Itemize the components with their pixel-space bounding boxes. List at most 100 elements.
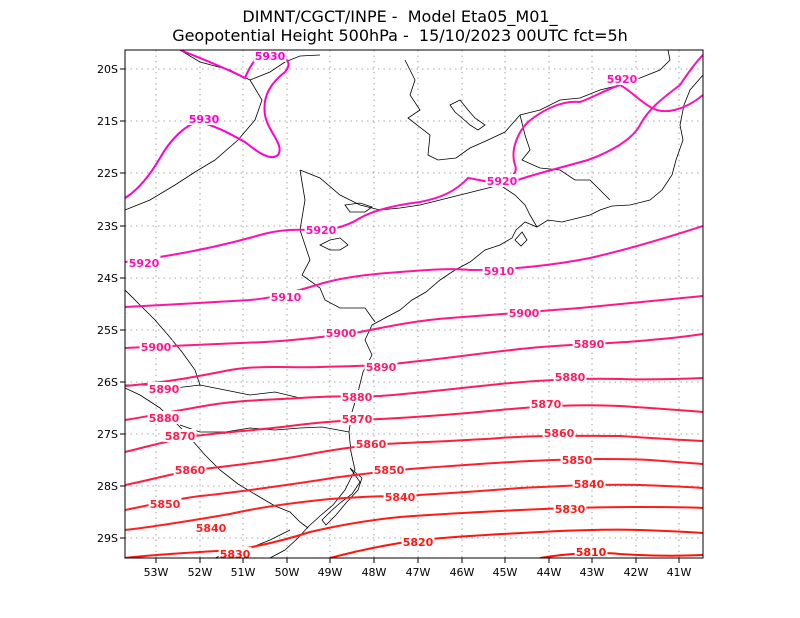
contour-label-bg <box>253 49 287 62</box>
contour-label-5830: 5830 <box>220 548 251 561</box>
contour-line-5890-0 <box>125 333 703 387</box>
axis-ticks <box>120 68 680 563</box>
contour-label-bg <box>354 437 388 450</box>
atlantic-coastline <box>269 74 703 558</box>
lon-label: 42W <box>624 566 649 579</box>
contour-label-5930: 5930 <box>189 113 220 126</box>
lon-label: 52W <box>188 566 213 579</box>
state-border-mg-go <box>179 50 321 81</box>
lat-label: 27S <box>97 428 118 441</box>
contour-label-bg <box>529 397 563 410</box>
lat-label: 29S <box>97 532 118 545</box>
lat-label: 21S <box>97 115 118 128</box>
map-title-line1: DIMNT/CGCT/INPE - Model Eta05_M01_ <box>242 7 558 26</box>
lon-label: 47W <box>406 566 431 579</box>
contour-label-5870: 5870 <box>165 430 196 443</box>
lat-label: 25S <box>97 324 118 337</box>
coastline-and-borders <box>125 50 703 558</box>
border-argentina-brazil <box>125 387 309 529</box>
contour-label-5870: 5870 <box>342 413 373 426</box>
contour-label-5840: 5840 <box>385 491 416 504</box>
guanabara-bay <box>514 231 528 247</box>
contour-label-5880: 5880 <box>149 412 180 425</box>
map-title-line2: Geopotential Height 500hPa - 15/10/2023 … <box>172 26 628 45</box>
contour-line-5850-0 <box>125 457 703 511</box>
map-frame-bg <box>125 50 703 558</box>
contour-label-5880: 5880 <box>555 371 586 384</box>
graticule <box>125 50 703 558</box>
lon-label: 45W <box>493 566 518 579</box>
reservoir-sp <box>344 202 373 213</box>
contour-label-bg <box>372 463 406 476</box>
lon-label: 48W <box>362 566 387 579</box>
contour-label-bg <box>147 382 181 395</box>
contour-label-bg <box>340 390 374 403</box>
lon-label: 51W <box>231 566 256 579</box>
contour-label-5820: 5820 <box>403 536 434 549</box>
contour-label-5840: 5840 <box>574 478 605 491</box>
state-border-mg-es <box>519 114 611 201</box>
lon-label: 50W <box>275 566 300 579</box>
contour-label-bg <box>340 412 374 425</box>
contour-label-bg <box>482 264 516 277</box>
lon-label: 53W <box>144 566 169 579</box>
border-paraguay <box>125 289 201 386</box>
contour-line-5910-0 <box>125 225 703 308</box>
contour-label-bg <box>127 256 161 269</box>
lat-label: 26S <box>97 376 118 389</box>
contour-label-bg <box>572 477 606 490</box>
contour-line-5880-0 <box>125 377 703 421</box>
contour-label-5830: 5830 <box>555 503 586 516</box>
contour-label-5850: 5850 <box>150 498 181 511</box>
contour-label-5920: 5920 <box>306 224 337 237</box>
contour-line-5810-0 <box>539 552 703 558</box>
lat-label: 20S <box>97 63 118 76</box>
contour-labels: 5930 5930 5920 5920 5920 5920 5910 5910 5900 5900… <box>127 49 639 561</box>
contour-label-5840: 5840 <box>196 522 227 535</box>
latitude-labels: 20S 21S 22S 23S 24S 25S 26S 27S 28S 29S <box>97 63 118 545</box>
contour-label-bg <box>553 370 587 383</box>
contour-label-5870: 5870 <box>531 398 562 411</box>
contour-label-bg <box>401 535 435 548</box>
contour-label-bg <box>269 290 303 303</box>
contour-label-5860: 5860 <box>175 464 206 477</box>
lat-label: 24S <box>97 272 118 285</box>
contour-label-5900: 5900 <box>326 327 357 340</box>
contour-line-5870-0 <box>125 404 703 453</box>
contour-label-bg <box>553 502 587 515</box>
contour-label-5900: 5900 <box>509 307 540 320</box>
lat-label: 23S <box>97 220 118 233</box>
lon-label: 49W <box>318 566 343 579</box>
contour-line-5920-1 <box>501 83 703 183</box>
contour-label-bg <box>507 306 541 319</box>
contour-line-5920-0 <box>125 54 703 263</box>
longitude-labels: 53W 52W 51W 50W 49W 48W 47W 46W 45W 44W 43W 42W 41W <box>144 566 692 579</box>
state-border-sp-mg <box>299 169 538 228</box>
contour-label-5900: 5900 <box>141 341 172 354</box>
lat-label: 28S <box>97 480 118 493</box>
lat-label: 22S <box>97 167 118 180</box>
contour-label-5910: 5910 <box>271 291 302 304</box>
contour-label-5920: 5920 <box>487 175 518 188</box>
contour-label-bg <box>605 72 639 85</box>
contour-line-5820-0 <box>329 528 703 558</box>
contour-label-5920: 5920 <box>607 73 638 86</box>
contour-label-5890: 5890 <box>149 383 180 396</box>
contour-label-bg <box>485 174 519 187</box>
contour-label-bg <box>147 411 181 424</box>
contour-label-bg <box>324 326 358 339</box>
contour-label-5880: 5880 <box>342 391 373 404</box>
contour-label-bg <box>304 223 338 236</box>
lon-label: 41W <box>667 566 692 579</box>
contour-label-5910: 5910 <box>484 265 515 278</box>
contour-line-5930-1 <box>125 50 290 199</box>
contour-label-5890: 5890 <box>366 361 397 374</box>
contour-label-5860: 5860 <box>356 438 387 451</box>
contour-label-bg <box>139 340 173 353</box>
reservoir-furnas <box>449 99 486 131</box>
contour-label-bg <box>383 490 417 503</box>
map-frame-border <box>124 49 704 559</box>
lon-label: 43W <box>580 566 605 579</box>
lon-label: 44W <box>537 566 562 579</box>
